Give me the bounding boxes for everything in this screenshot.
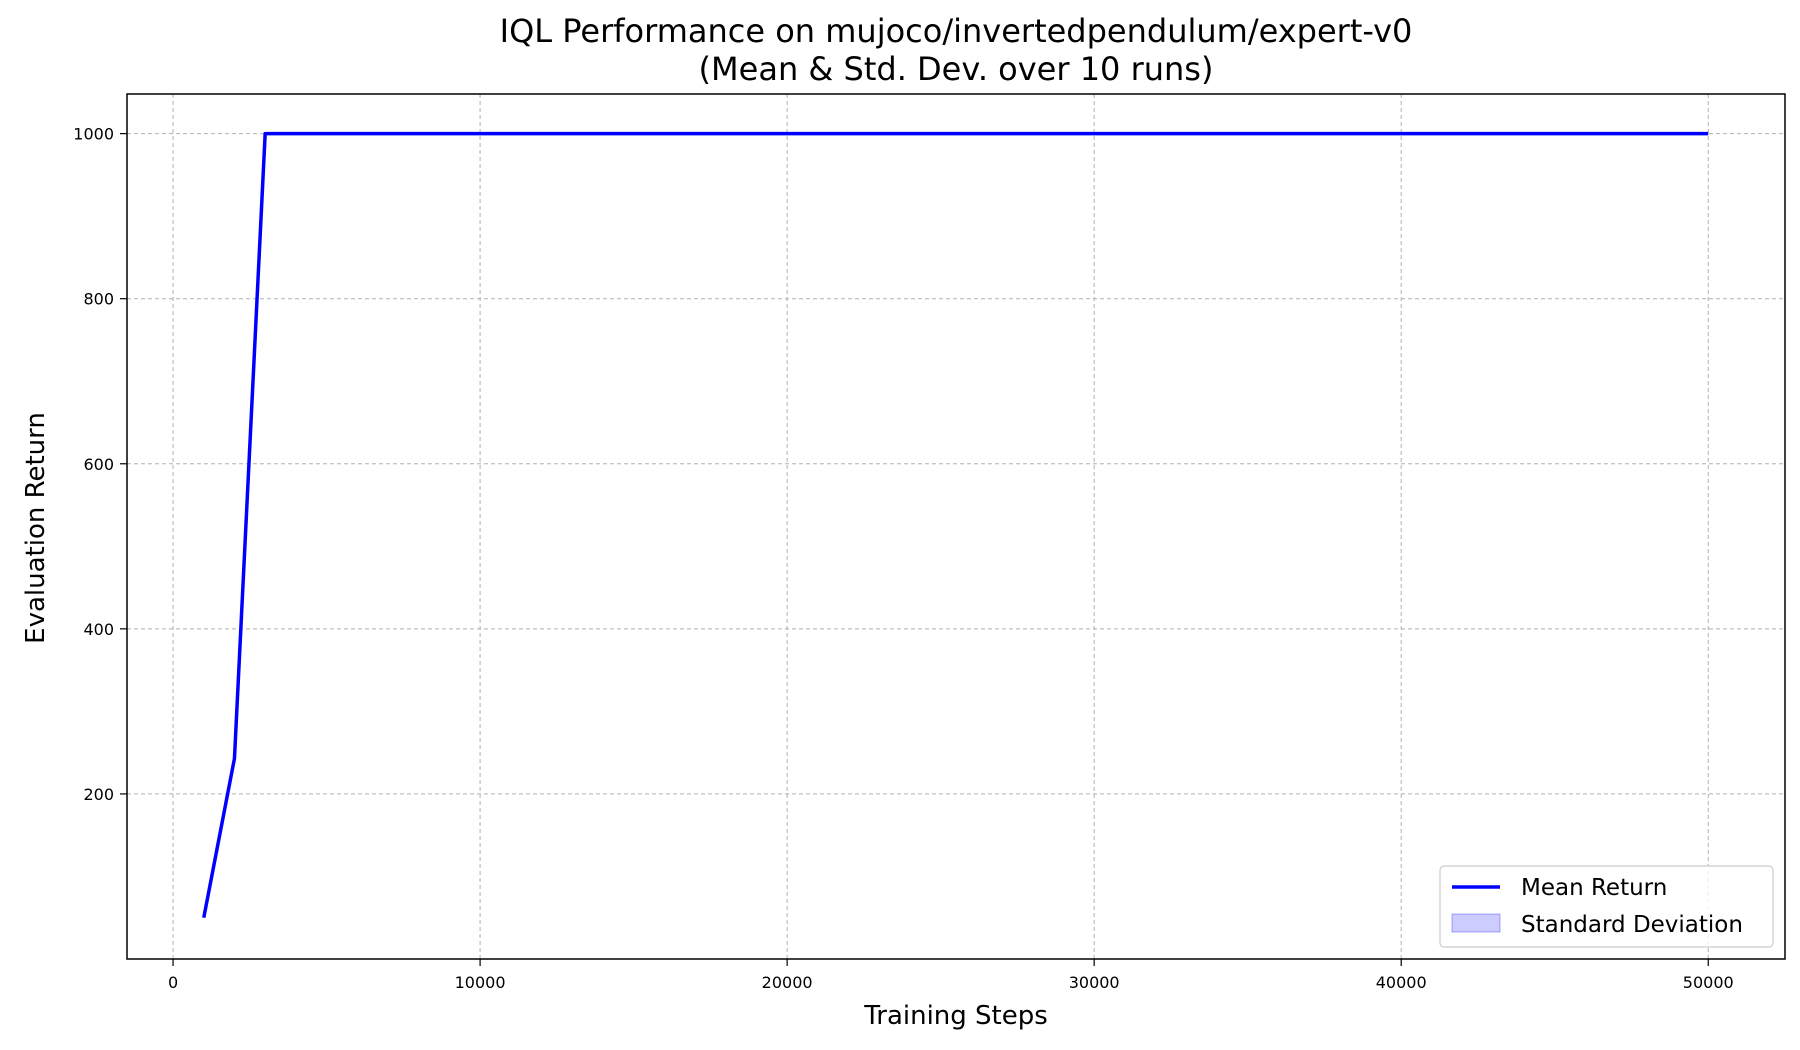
y-tick-label: 600 [83,455,114,474]
y-tick-label: 800 [83,290,114,309]
mean-return-line [202,131,1709,919]
axis-ticks: 0 10000 20000 30000 40000 50000 200 400 600 800 10… [73,125,1733,992]
x-tick-label: 10000 [455,973,506,992]
x-tick-label: 40000 [1376,973,1427,992]
grid [127,94,1785,959]
y-tick-label: 400 [83,620,114,639]
legend-box [1439,865,1774,948]
y-tick-label: 1000 [73,125,114,144]
x-tick-label: 50000 [1683,973,1734,992]
x-tick-label: 20000 [762,973,813,992]
x-tick-label: 0 [168,973,178,992]
chart-title-line2: (Mean & Std. Dev. over 10 runs) [699,50,1214,88]
x-axis-label: Training Steps [863,1001,1048,1031]
plot-frame [126,93,1786,960]
y-tick-label: 200 [83,785,114,804]
legend-std-dev-label: Standard Deviation [1521,912,1743,938]
y-axis-label: Evaluation Return [21,412,51,644]
legend-mean-return-label: Mean Return [1521,875,1667,901]
chart-title-line1: IQL Performance on mujoco/invertedpendul… [500,12,1413,50]
legend-std-dev-swatch [1451,913,1501,933]
x-tick-label: 30000 [1069,973,1120,992]
legend: Mean Return Standard Deviation [1439,865,1774,948]
series-layer [202,131,1709,919]
